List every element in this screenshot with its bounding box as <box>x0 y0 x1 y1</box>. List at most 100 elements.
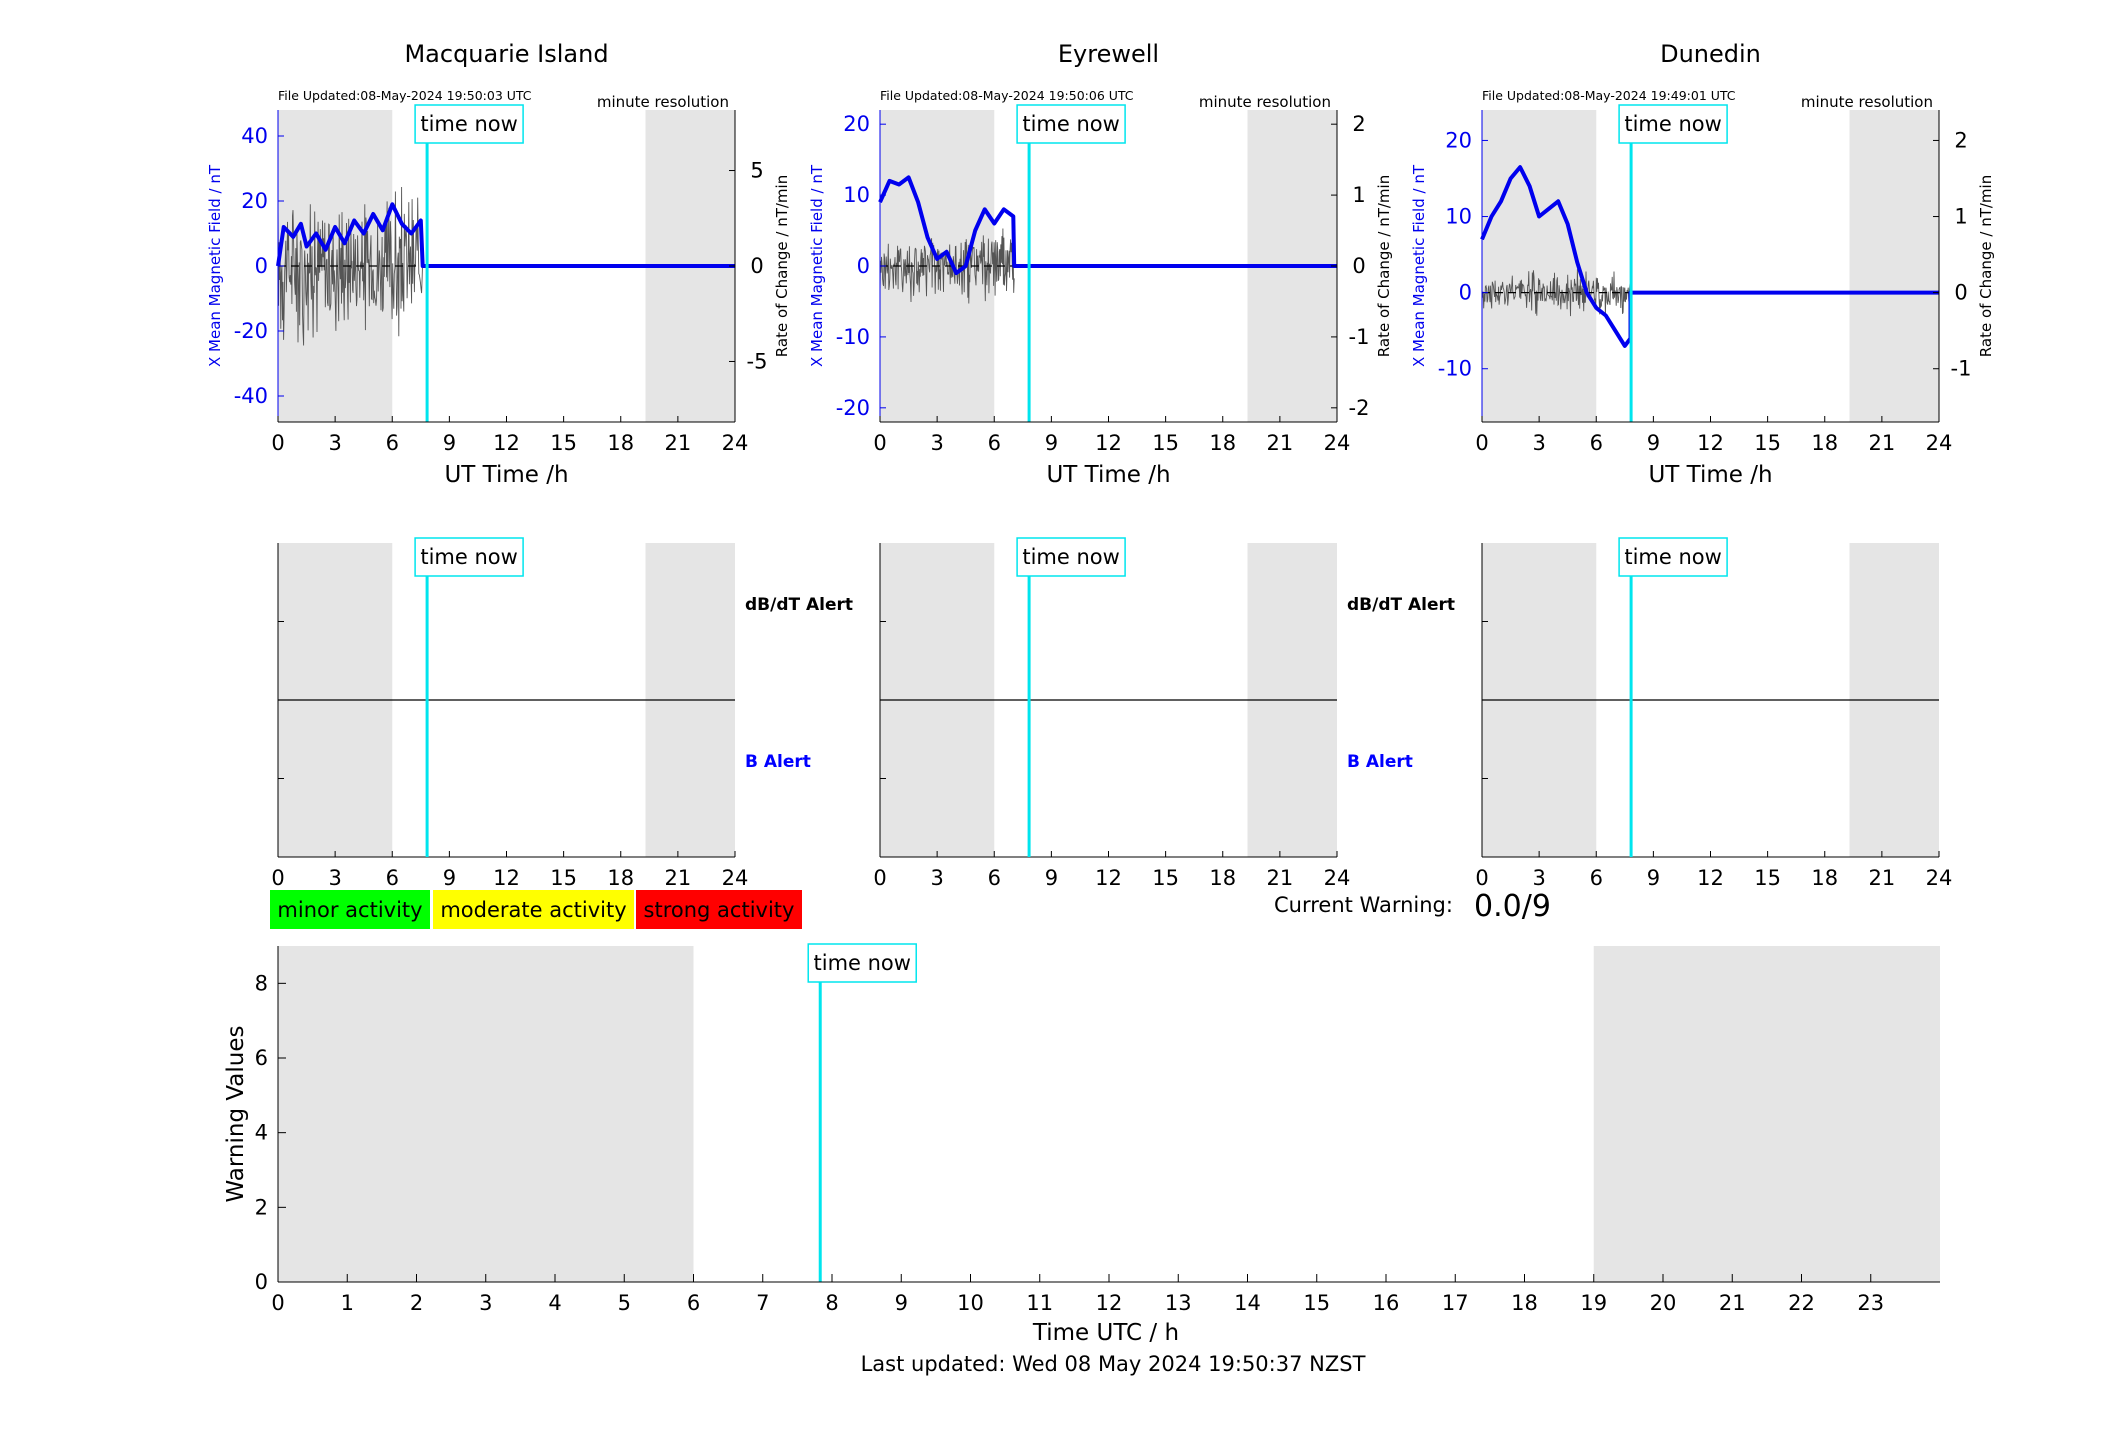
x-tick-label: 21 <box>665 866 692 890</box>
x-tick-label: 6 <box>386 866 399 890</box>
x-axis-label: Time UTC / h <box>1032 1320 1179 1346</box>
x-tick-label: 9 <box>1647 866 1660 890</box>
resolution-label: minute resolution <box>1801 93 1933 111</box>
x-tick-label: 9 <box>443 866 456 890</box>
resolution-label: minute resolution <box>597 93 729 111</box>
right-axis-label: Rate of Change / nT/min <box>1977 175 1995 357</box>
x-tick-label: 3 <box>930 866 943 890</box>
x-tick-label: 12 <box>1095 431 1122 455</box>
right-tick-label: -1 <box>1349 325 1370 349</box>
x-tick-label: 15 <box>550 866 577 890</box>
legend-label-2: strong activity <box>644 898 795 922</box>
x-tick-label: 6 <box>988 431 1001 455</box>
right-tick-label: 2 <box>1352 112 1365 136</box>
x-tick-label: 10 <box>957 1291 984 1315</box>
station-panel-macquarie-island: Macquarie Island File Updated:08-May-2024… <box>206 40 791 488</box>
right-tick-label: 1 <box>1954 205 1967 229</box>
x-tick-label: 22 <box>1788 1291 1815 1315</box>
resolution-label: minute resolution <box>1199 93 1331 111</box>
x-tick-label: 21 <box>665 431 692 455</box>
rate-of-change-line <box>277 186 424 346</box>
x-tick-label: 3 <box>328 866 341 890</box>
file-updated-text: File Updated:08-May-2024 19:49:01 UTC <box>1482 88 1736 103</box>
x-tick-label: 24 <box>1926 431 1953 455</box>
left-axis-label: X Mean Magnetic Field / nT <box>206 164 224 367</box>
legend-swatch-1 <box>433 890 634 929</box>
x-tick-label: 12 <box>493 866 520 890</box>
x-tick-label: 15 <box>1754 431 1781 455</box>
right-tick-label: 0 <box>1352 254 1365 278</box>
x-tick-label: 18 <box>1511 1291 1538 1315</box>
x-tick-label: 5 <box>618 1291 631 1315</box>
time-now-box <box>1618 537 1728 577</box>
right-tick-label: 2 <box>1954 128 1967 152</box>
alert-panels: time now 0 3 6 9 12 15 18 21 24 dB/dT Alert B Alert… <box>271 537 1952 890</box>
right-axis-label: Rate of Change / nT/min <box>773 175 791 357</box>
x-tick-label: 12 <box>1095 866 1122 890</box>
x-tick-label: 21 <box>1869 866 1896 890</box>
x-tick-label: 18 <box>607 866 634 890</box>
time-now-box <box>1016 537 1126 577</box>
legend-swatch-0 <box>270 890 430 929</box>
legend-swatch-2 <box>636 890 802 929</box>
right-tick-label: -2 <box>1349 396 1370 420</box>
x-tick-label: 24 <box>722 431 749 455</box>
night-shade <box>1593 946 1940 1282</box>
x-tick-label: 6 <box>687 1291 700 1315</box>
x-tick-label: 18 <box>607 431 634 455</box>
x-tick-label: 21 <box>1869 431 1896 455</box>
right-tick-label: 5 <box>750 159 763 183</box>
left-tick-label: 0 <box>857 254 870 278</box>
left-tick-label: -20 <box>836 396 870 420</box>
x-tick-label: 12 <box>1697 431 1724 455</box>
last-updated: Last updated: Wed 08 May 2024 19:50:37 N… <box>861 1352 1366 1376</box>
x-tick-label: 7 <box>756 1291 769 1315</box>
x-tick-label: 12 <box>493 431 520 455</box>
right-tick-label: -5 <box>747 349 768 373</box>
file-updated-text: File Updated:08-May-2024 19:50:03 UTC <box>278 88 532 103</box>
x-tick-label: 13 <box>1165 1291 1192 1315</box>
x-tick-label: 0 <box>873 866 886 890</box>
x-axis-label: UT Time /h <box>444 462 568 488</box>
x-tick-label: 21 <box>1719 1291 1746 1315</box>
left-tick-label: 20 <box>843 112 870 136</box>
x-tick-label: 9 <box>1647 431 1660 455</box>
station-title: Dunedin <box>1660 40 1761 68</box>
left-tick-label: 20 <box>1445 128 1472 152</box>
time-now-box <box>414 104 524 144</box>
x-tick-label: 21 <box>1267 431 1294 455</box>
alert-panel-2: time now 0 3 6 9 12 15 18 21 24 dB/dT Alert B Alert <box>873 537 1455 890</box>
x-tick-label: 15 <box>1303 1291 1330 1315</box>
left-tick-label: 40 <box>241 124 268 148</box>
time-now-box <box>1016 104 1126 144</box>
x-tick-label: 20 <box>1650 1291 1677 1315</box>
right-tick-label: 0 <box>750 254 763 278</box>
rate-of-change-line <box>1481 269 1631 317</box>
station-title: Macquarie Island <box>404 40 608 68</box>
left-tick-label: -10 <box>1438 357 1472 381</box>
x-tick-label: 3 <box>328 431 341 455</box>
x-tick-label: 21 <box>1267 866 1294 890</box>
time-now-box <box>1618 104 1728 144</box>
time-now-box <box>414 537 524 577</box>
time-now-label: time now <box>1022 112 1119 136</box>
station-title: Eyrewell <box>1058 40 1159 68</box>
rate-of-change-line <box>879 228 1015 304</box>
magnetic-field-line <box>276 202 735 268</box>
left-tick-label: 20 <box>241 189 268 213</box>
x-tick-label: 3 <box>1532 866 1545 890</box>
x-tick-label: 9 <box>895 1291 908 1315</box>
alert-panel-3: time now 0 3 6 9 12 15 18 21 24 <box>1475 537 1952 890</box>
x-tick-label: 15 <box>1754 866 1781 890</box>
x-tick-label: 17 <box>1442 1291 1469 1315</box>
x-tick-label: 0 <box>873 431 886 455</box>
left-tick-label: -20 <box>234 319 268 343</box>
time-now-label: time now <box>814 951 911 975</box>
y-axis-label: Warning Values <box>223 1025 249 1202</box>
station-panel-dunedin: Dunedin File Updated:08-May-2024 19:49:01… <box>1410 40 1995 488</box>
x-tick-label: 18 <box>1811 431 1838 455</box>
x-tick-label: 24 <box>1324 866 1351 890</box>
current-warning-value: 0.0/9 <box>1474 889 1551 924</box>
